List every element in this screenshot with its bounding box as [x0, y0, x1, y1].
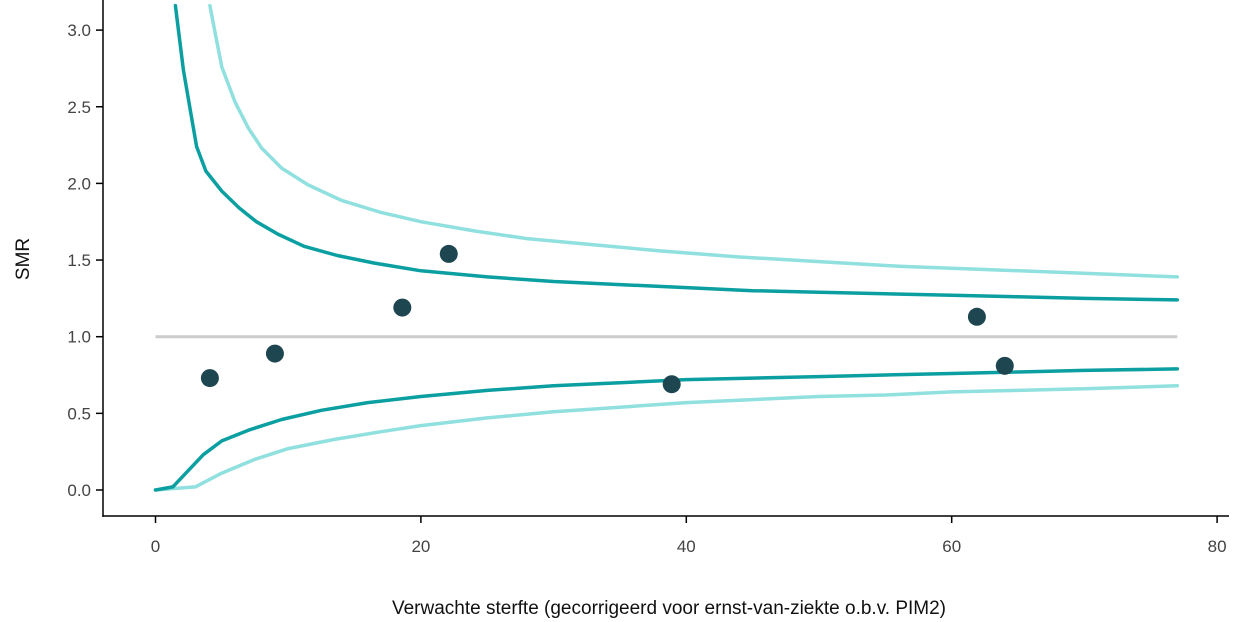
x-tick-label: 40	[677, 537, 696, 556]
x-tick-label: 0	[151, 537, 160, 556]
data-point-4	[440, 245, 458, 263]
data-point-1	[201, 369, 219, 387]
y-axis-title: SMR	[13, 238, 34, 280]
control-limits	[156, 6, 1178, 490]
outer-upper-limit-line	[210, 6, 1177, 277]
y-tick-label: 1.0	[67, 328, 91, 347]
data-point-2	[266, 345, 284, 363]
outer-lower-limit-line	[156, 386, 1178, 490]
y-tick-label: 1.5	[67, 251, 91, 270]
x-tick-label: 20	[411, 537, 430, 556]
data-point-6	[968, 308, 986, 326]
y-tick-label: 0.5	[67, 404, 91, 423]
y-tick-label: 2.0	[67, 174, 91, 193]
y-tick-label: 2.5	[67, 98, 91, 117]
axes: 0.0 0.5 1.0 1.5 2.0 2.5 3.0 0 20 40 60 80	[67, 0, 1229, 556]
x-tick-label: 80	[1208, 537, 1227, 556]
data-point-3	[393, 299, 411, 317]
inner-upper-limit-line	[175, 6, 1177, 300]
x-tick-label: 60	[942, 537, 961, 556]
y-tick-label: 0.0	[67, 481, 91, 500]
x-axis-title: Verwachte sterfte (gecorrigeerd voor ern…	[392, 598, 946, 619]
data-point-5	[663, 375, 681, 393]
data-point-7	[996, 357, 1014, 375]
y-tick-label: 3.0	[67, 21, 91, 40]
